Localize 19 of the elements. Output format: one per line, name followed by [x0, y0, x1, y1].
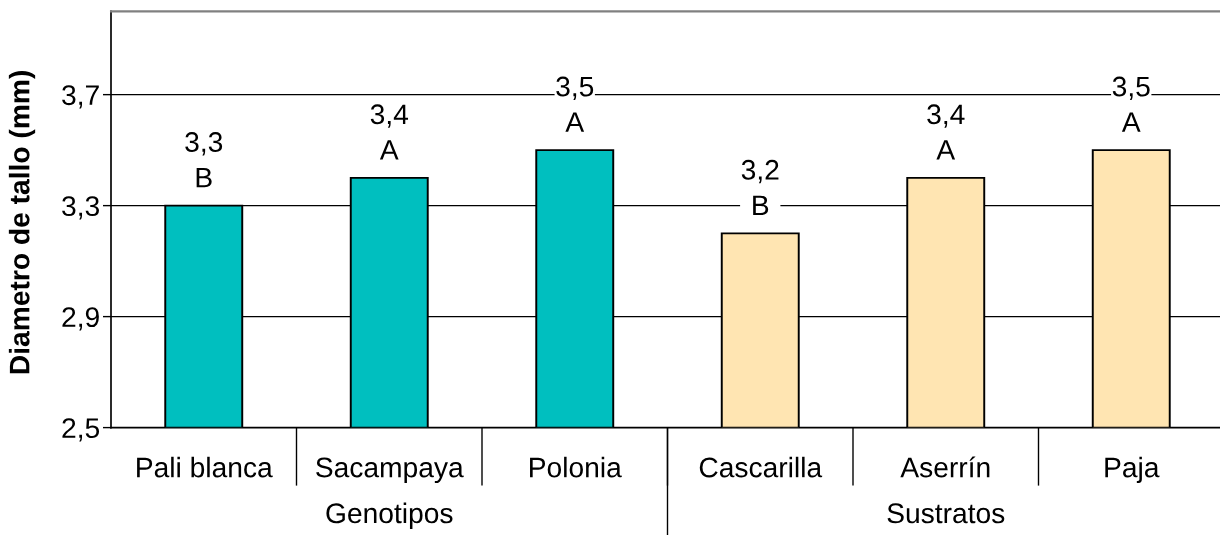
data-label: 3,2 B — [741, 159, 779, 216]
y-tick-label: 3,7 — [62, 85, 99, 109]
x-tick-label: Paja — [1105, 456, 1160, 484]
data-label: 3,5 A — [1112, 76, 1150, 132]
y-axis-title: Diametro de tallo (mm) — [8, 71, 36, 374]
y-tick-label: 2,9 — [62, 307, 99, 331]
x-tick-label: Cascarilla — [699, 456, 823, 478]
data-label: 3,4 A — [927, 104, 965, 160]
y-tick-label: 2,5 — [62, 418, 100, 442]
data-label: 3,5 A — [556, 76, 594, 132]
text: Genotipos — [326, 502, 453, 529]
x-tick-label: Aserrín — [900, 456, 990, 478]
x-tick-label: Pali blanca — [137, 456, 273, 478]
data-label: 3,3 B — [185, 132, 223, 188]
y-tick-label: 3,3 — [62, 196, 99, 220]
text: Sustratos — [887, 503, 1005, 524]
x-tick-label: Polonia — [530, 456, 622, 478]
data-label: 3,4 A — [370, 104, 409, 160]
x-tick-label: Sacampaya — [316, 457, 464, 484]
